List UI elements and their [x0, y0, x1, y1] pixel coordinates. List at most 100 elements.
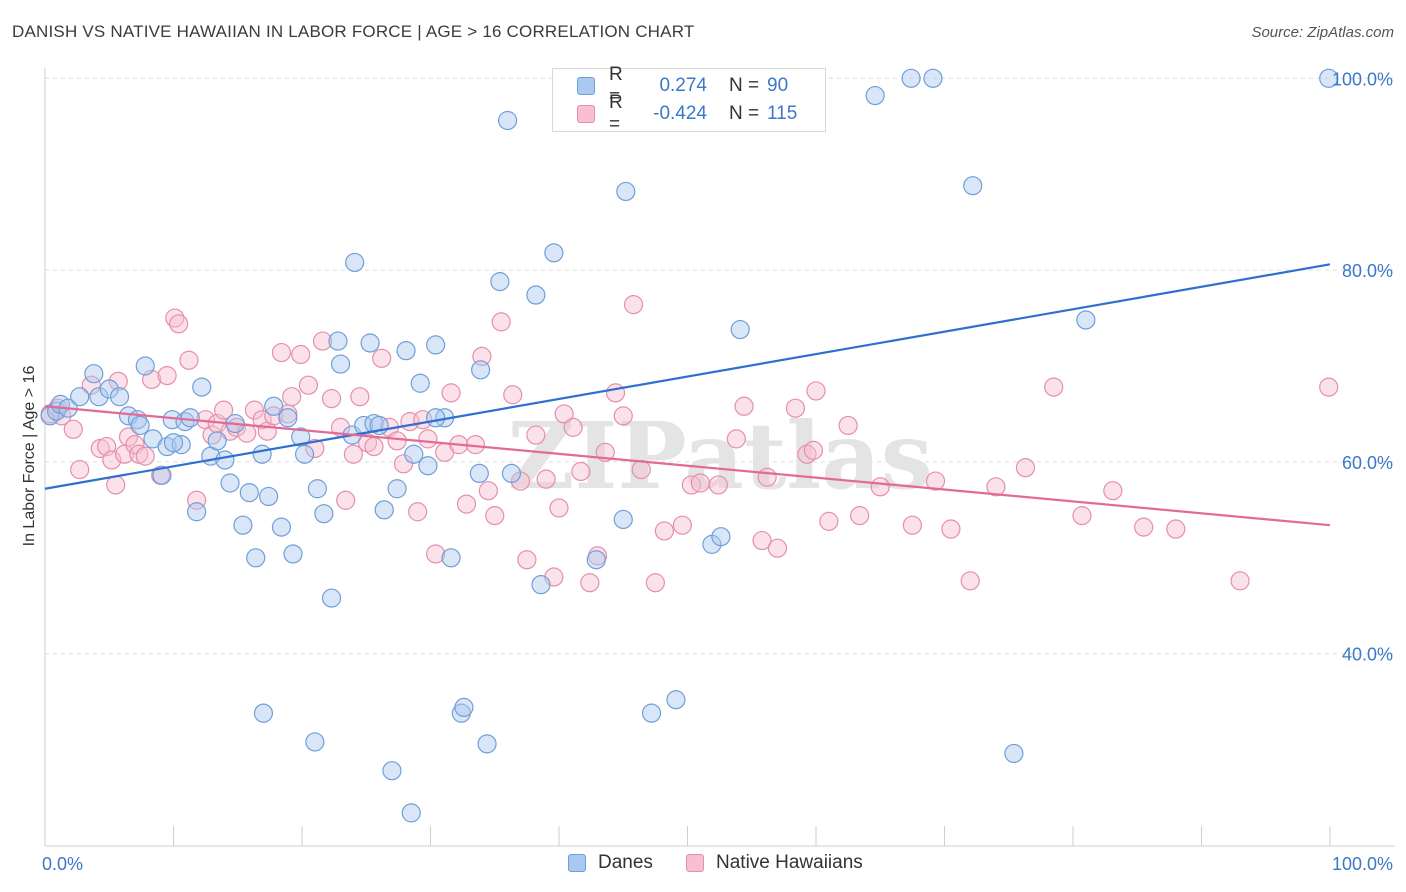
- hawaiians-point: [549, 498, 569, 518]
- danes-point: [531, 575, 551, 595]
- hawaiians-point: [408, 502, 428, 522]
- hawaiians-point: [393, 454, 414, 474]
- danes-point: [253, 703, 274, 723]
- hawaiians-point: [1230, 571, 1250, 591]
- hawaiians-point: [941, 519, 961, 539]
- hawaiians-point: [291, 344, 311, 365]
- danes-point: [471, 360, 491, 380]
- danes-point: [130, 415, 150, 436]
- hawaiians-point: [169, 314, 189, 334]
- danes-point: [187, 502, 207, 522]
- hawaiians-point: [654, 521, 674, 541]
- hawaiians-point: [672, 515, 692, 535]
- danes-point: [180, 408, 200, 428]
- n-label: N =: [729, 75, 760, 96]
- danes-point: [477, 734, 497, 754]
- danes-point: [278, 408, 298, 428]
- correlation-legend: R = 0.274 N = 90 R = -0.424 N = 115: [552, 64, 826, 135]
- danes-point: [171, 435, 191, 455]
- hawaiians-point: [214, 400, 234, 420]
- hawaiians-point: [902, 515, 922, 535]
- y-tick-label: 40.0%: [1342, 645, 1393, 665]
- hawaiians-point: [252, 410, 272, 430]
- danes-points: [40, 68, 1339, 823]
- danes-point: [152, 465, 172, 485]
- hawaiians-point: [372, 348, 392, 368]
- hawaiians-point: [526, 425, 546, 445]
- hawaiians-point: [1103, 481, 1123, 501]
- source-label[interactable]: Source: ZipAtlas.com: [1251, 24, 1394, 41]
- hawaiians-point: [1319, 377, 1339, 397]
- hawaiians-point: [623, 295, 644, 315]
- danes-legend-swatch: [568, 854, 586, 872]
- hawaiians-point: [767, 538, 788, 558]
- legend-item-native-hawaiians[interactable]: Native Hawaiians: [686, 852, 863, 874]
- danes-point: [374, 500, 394, 520]
- hawaiians-point: [81, 375, 101, 395]
- hawaiians-point: [734, 396, 754, 416]
- hawaiians-point: [1134, 517, 1154, 537]
- danes-point: [215, 450, 235, 470]
- danes-point: [426, 408, 446, 428]
- danes-point: [271, 517, 292, 537]
- hawaiians-point: [343, 444, 363, 464]
- r-label: R =: [609, 64, 623, 107]
- legend-item-danes[interactable]: Danes: [568, 852, 653, 874]
- hawaiians-point: [631, 459, 651, 480]
- hawaiians-point: [350, 387, 370, 407]
- y-tick-label: 100.0%: [1332, 69, 1393, 89]
- danes-point: [239, 482, 259, 503]
- danes-trend-line: [44, 263, 1331, 490]
- hawaiians-point: [806, 381, 826, 401]
- danes-point: [163, 433, 184, 453]
- danes-point: [711, 527, 731, 547]
- danes-point: [641, 703, 662, 723]
- grid-lines: [45, 77, 1395, 655]
- danes-point: [328, 331, 348, 351]
- y-tick-label: 80.0%: [1342, 261, 1393, 281]
- hawaiians-point: [312, 331, 333, 351]
- danes-point: [382, 761, 402, 781]
- x-tick-label-min: 0.0%: [42, 854, 83, 874]
- hawaiians-point: [870, 477, 890, 497]
- hawaiians-point: [485, 506, 505, 526]
- hawaiians-swatch: [577, 105, 595, 123]
- hawaiians-point: [605, 383, 626, 403]
- hawaiians-point: [803, 440, 824, 460]
- danes-point: [901, 68, 921, 88]
- legend-row-danes: R = 0.274 N = 90: [577, 64, 789, 107]
- hawaiians-point: [387, 431, 407, 451]
- danes-point: [616, 181, 636, 202]
- hawaiians-point: [202, 425, 222, 445]
- danes-point: [89, 387, 109, 407]
- danes-point: [307, 479, 328, 499]
- danes-point: [252, 444, 272, 464]
- danes-point: [441, 548, 461, 568]
- n-value: 90: [767, 75, 789, 96]
- hawaiians-point: [645, 573, 665, 593]
- danes-point: [330, 354, 351, 374]
- hawaiians-point: [305, 438, 325, 459]
- danes-swatch: [577, 77, 595, 95]
- danes-point: [207, 431, 227, 451]
- hawaiians-point: [321, 389, 342, 409]
- hawaiians-point: [456, 494, 477, 514]
- hawaiians-point: [690, 473, 710, 493]
- danes-point: [175, 412, 195, 432]
- danes-point: [410, 373, 430, 393]
- danes-point: [501, 463, 522, 484]
- hawaiians-point: [580, 573, 600, 593]
- r-label: R =: [609, 92, 623, 135]
- hawaiians-point: [157, 365, 177, 386]
- trend-lines: [44, 263, 1331, 527]
- hawaiians-point: [298, 375, 319, 395]
- r-value: 0.274: [659, 75, 707, 96]
- danes-point: [99, 379, 119, 399]
- legend-row-hawaiians: R = -0.424 N = 115: [577, 92, 797, 135]
- danes-point: [387, 479, 407, 499]
- danes-point: [396, 341, 416, 361]
- danes-point: [730, 319, 750, 340]
- hawaiians-point: [135, 446, 155, 466]
- danes-point: [526, 285, 546, 305]
- danes-point: [1076, 310, 1096, 330]
